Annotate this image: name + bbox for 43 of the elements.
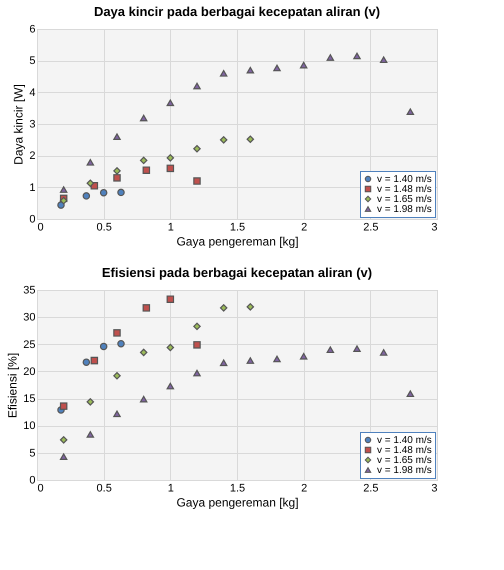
y-tick-label: 4 [29, 86, 36, 99]
chart-title: Efisiensi pada berbagai kecepatan aliran (v) [102, 265, 372, 280]
y-tick-label: 10 [23, 420, 36, 432]
y-tick-label: 35 [23, 284, 36, 296]
y-tick-label: 3 [29, 118, 36, 130]
chart-title: Daya kincir pada berbagai kecepatan aliran (v) [94, 4, 380, 19]
legend-label: v = 1.98 m/s [377, 204, 432, 215]
y-tick-label: 5 [29, 55, 36, 68]
x-tick-label: 1.5 [230, 482, 246, 494]
y-tick-label: 6 [29, 24, 36, 36]
y-tick-label: 1 [29, 182, 36, 194]
x-tick-label: 1 [168, 482, 174, 494]
y-axis-title: Efisiensi [%] [5, 352, 20, 418]
y-axis-title: Daya kincir [W] [11, 84, 26, 165]
x-tick-label: 2 [301, 222, 308, 234]
x-tick-label: 1.5 [230, 222, 246, 234]
legend-label: v = 1.40 m/s [377, 174, 432, 185]
x-tick-label: 3 [431, 222, 438, 234]
x-axis-title: Gaya pengereman [kg] [176, 234, 299, 248]
x-tick-label: 2 [301, 482, 308, 494]
legend-label: v = 1.98 m/s [377, 465, 432, 476]
x-tick-label: 0.5 [96, 482, 112, 494]
x-axis-title: Gaya pengereman [kg] [176, 496, 299, 510]
x-tick-label: 2.5 [363, 482, 378, 494]
x-tick-label: 0 [38, 222, 44, 234]
x-tick-label: 1 [168, 222, 174, 234]
y-tick-label: 0 [29, 474, 36, 486]
legend-label: v = 1.40 m/s [377, 435, 432, 446]
legend-label: v = 1.48 m/s [377, 184, 432, 195]
legend-label: v = 1.48 m/s [377, 445, 432, 456]
y-tick-label: 20 [23, 366, 36, 378]
x-tick-label: 3 [431, 482, 438, 494]
legend-label: v = 1.65 m/s [377, 194, 432, 205]
legend-label: v = 1.65 m/s [377, 455, 432, 466]
x-tick-label: 0.5 [96, 222, 112, 234]
y-tick-label: 25 [23, 338, 36, 351]
x-tick-label: 2.5 [363, 222, 378, 234]
y-tick-label: 2 [29, 150, 36, 162]
y-tick-label: 15 [23, 393, 36, 406]
y-tick-label: 30 [23, 312, 36, 324]
y-tick-label: 5 [29, 447, 36, 460]
y-tick-label: 0 [29, 214, 36, 226]
x-tick-label: 0 [38, 482, 44, 494]
